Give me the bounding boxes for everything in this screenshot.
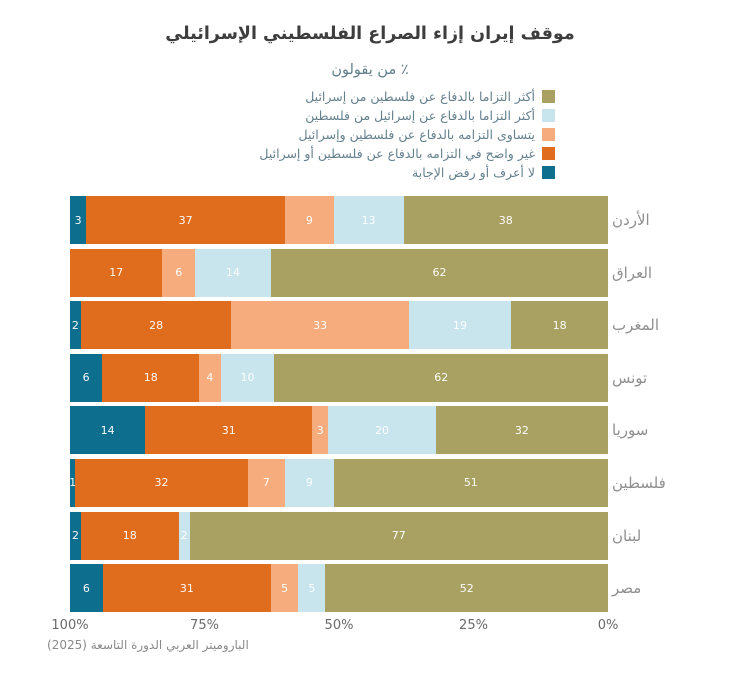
legend-swatch-salmon xyxy=(542,128,555,141)
category-label: الأردن xyxy=(612,211,650,229)
category-label: مصر xyxy=(612,579,642,598)
legend-label: أكثر التزاما بالدفاع عن فلسطين من إسرائي… xyxy=(305,89,535,104)
bar-row: 32 20 3 31 14 سوريا xyxy=(0,406,740,455)
legend: أكثر التزاما بالدفاع عن فلسطين من إسرائي… xyxy=(259,87,555,182)
bar-segment-unclear: 31 xyxy=(102,564,272,613)
legend-swatch-orange xyxy=(542,147,555,160)
bar-segment-pal: 62 xyxy=(271,248,608,297)
category-label: لبنان xyxy=(612,526,642,545)
bar-segment-pal: 52 xyxy=(325,564,608,613)
stacked-bar: 51 9 7 32 1 xyxy=(69,458,608,507)
bar-segment-dk: 2 xyxy=(70,511,81,560)
x-tick-100: 100% xyxy=(51,618,89,633)
bar-segment-dk: 14 xyxy=(70,406,146,455)
bar-segment-pal: 32 xyxy=(435,406,608,455)
stacked-bar: 77 2 18 2 xyxy=(70,511,608,560)
bar-row: 62 10 4 18 6 تونس xyxy=(0,353,740,402)
bar-segment-equal: 4 xyxy=(199,353,221,402)
x-axis: 100% 75% 50% 25% 0% xyxy=(51,618,618,634)
legend-item-equal: يتساوى التزامه بالدفاع عن فلسطين وإسرائي… xyxy=(259,125,555,144)
chart-title: موقف إيران إزاء الصراع الفلسطيني الإسرائ… xyxy=(165,24,575,44)
bar-segment-dk: 1 xyxy=(69,458,76,507)
bar-segment-isr: 10 xyxy=(220,353,275,402)
bar-segment-isr: 14 xyxy=(195,248,272,297)
bar-segment-pal: 77 xyxy=(189,511,608,560)
legend-item-unclear: غير واضح في التزامه بالدفاع عن فلسطين أو… xyxy=(259,144,555,163)
bar-segment-dk: 2 xyxy=(69,301,81,350)
bar-segment-unclear: 31 xyxy=(145,406,313,455)
bar-rows: 38 13 9 37 3 الأردن 62 14 6 17 العراق 18 19 33 28 2 المغ… xyxy=(0,196,740,617)
bar-segment-dk: 6 xyxy=(70,564,103,613)
legend-item-palestine: أكثر التزاما بالدفاع عن فلسطين من إسرائي… xyxy=(259,87,555,106)
bar-row: 62 14 6 17 العراق xyxy=(0,248,740,297)
bar-segment-pal: 62 xyxy=(274,353,608,402)
bar-segment-equal: 5 xyxy=(271,564,299,613)
x-tick-25: 25% xyxy=(459,618,488,633)
category-label: العراق xyxy=(612,263,653,282)
bar-segment-isr: 13 xyxy=(333,196,404,244)
bar-segment-isr: 9 xyxy=(285,458,334,507)
bar-segment-equal: 6 xyxy=(162,248,195,297)
bar-row: 52 5 5 31 6 مصر xyxy=(0,564,740,613)
stacked-bar: 52 5 5 31 6 xyxy=(70,564,608,613)
bar-segment-unclear: 17 xyxy=(70,248,163,297)
legend-label: أكثر التزاما بالدفاع عن إسرائيل من فلسطي… xyxy=(305,108,535,123)
x-tick-0: 0% xyxy=(597,618,619,633)
bar-row: 38 13 9 37 3 الأردن xyxy=(0,196,740,244)
legend-swatch-teal xyxy=(542,166,555,179)
bar-row: 51 9 7 32 1 فلسطين xyxy=(0,458,740,507)
bar-segment-isr: 2 xyxy=(178,511,190,560)
legend-label: يتساوى التزامه بالدفاع عن فلسطين وإسرائي… xyxy=(298,127,535,142)
legend-item-dontknow: لا أعرف أو رفض الإجابة xyxy=(259,163,555,182)
bar-segment-unclear: 32 xyxy=(75,458,248,507)
stacked-bar: 38 13 9 37 3 xyxy=(70,196,608,244)
category-label: المغرب xyxy=(612,316,660,335)
bar-segment-dk: 6 xyxy=(70,353,103,402)
bar-segment-unclear: 37 xyxy=(86,196,286,244)
bar-row: 18 19 33 28 2 المغرب xyxy=(0,301,740,350)
legend-item-israel: أكثر التزاما بالدفاع عن إسرائيل من فلسطي… xyxy=(259,106,555,125)
bar-row: 77 2 18 2 لبنان xyxy=(0,511,740,560)
legend-swatch-lightblue xyxy=(542,109,555,122)
bar-segment-pal: 18 xyxy=(511,301,608,350)
x-tick-75: 75% xyxy=(190,618,219,633)
stacked-bar: 32 20 3 31 14 xyxy=(70,406,608,455)
bar-segment-equal: 7 xyxy=(247,458,286,507)
category-label: فلسطين xyxy=(612,473,666,492)
category-label: سوريا xyxy=(612,421,649,440)
legend-swatch-olive xyxy=(542,90,555,103)
bar-segment-isr: 5 xyxy=(298,564,326,613)
x-tick-50: 50% xyxy=(324,618,354,633)
bar-segment-pal: 51 xyxy=(333,458,608,507)
stacked-bar: 62 14 6 17 xyxy=(70,248,608,297)
stacked-bar: 62 10 4 18 6 xyxy=(70,353,608,402)
bar-segment-unclear: 18 xyxy=(102,353,200,402)
legend-label: لا أعرف أو رفض الإجابة xyxy=(412,165,535,180)
bar-segment-unclear: 28 xyxy=(80,301,232,350)
stacked-bar: 18 19 33 28 2 xyxy=(69,301,608,350)
bar-segment-isr: 20 xyxy=(328,406,436,455)
bar-segment-unclear: 18 xyxy=(80,511,179,560)
bar-segment-dk: 3 xyxy=(70,196,87,244)
bar-segment-equal: 33 xyxy=(231,301,409,350)
legend-label: غير واضح في التزامه بالدفاع عن فلسطين أو… xyxy=(259,146,535,161)
category-label: تونس xyxy=(612,368,648,387)
bar-segment-equal: 9 xyxy=(285,196,334,244)
source-note: الباروميتر العربي الدورة التاسعة (2025) xyxy=(47,638,249,652)
bar-segment-isr: 19 xyxy=(408,301,512,350)
bar-segment-equal: 3 xyxy=(312,406,329,455)
chart-subtitle: ٪ من يقولون xyxy=(331,62,409,78)
bar-segment-pal: 38 xyxy=(403,196,608,244)
